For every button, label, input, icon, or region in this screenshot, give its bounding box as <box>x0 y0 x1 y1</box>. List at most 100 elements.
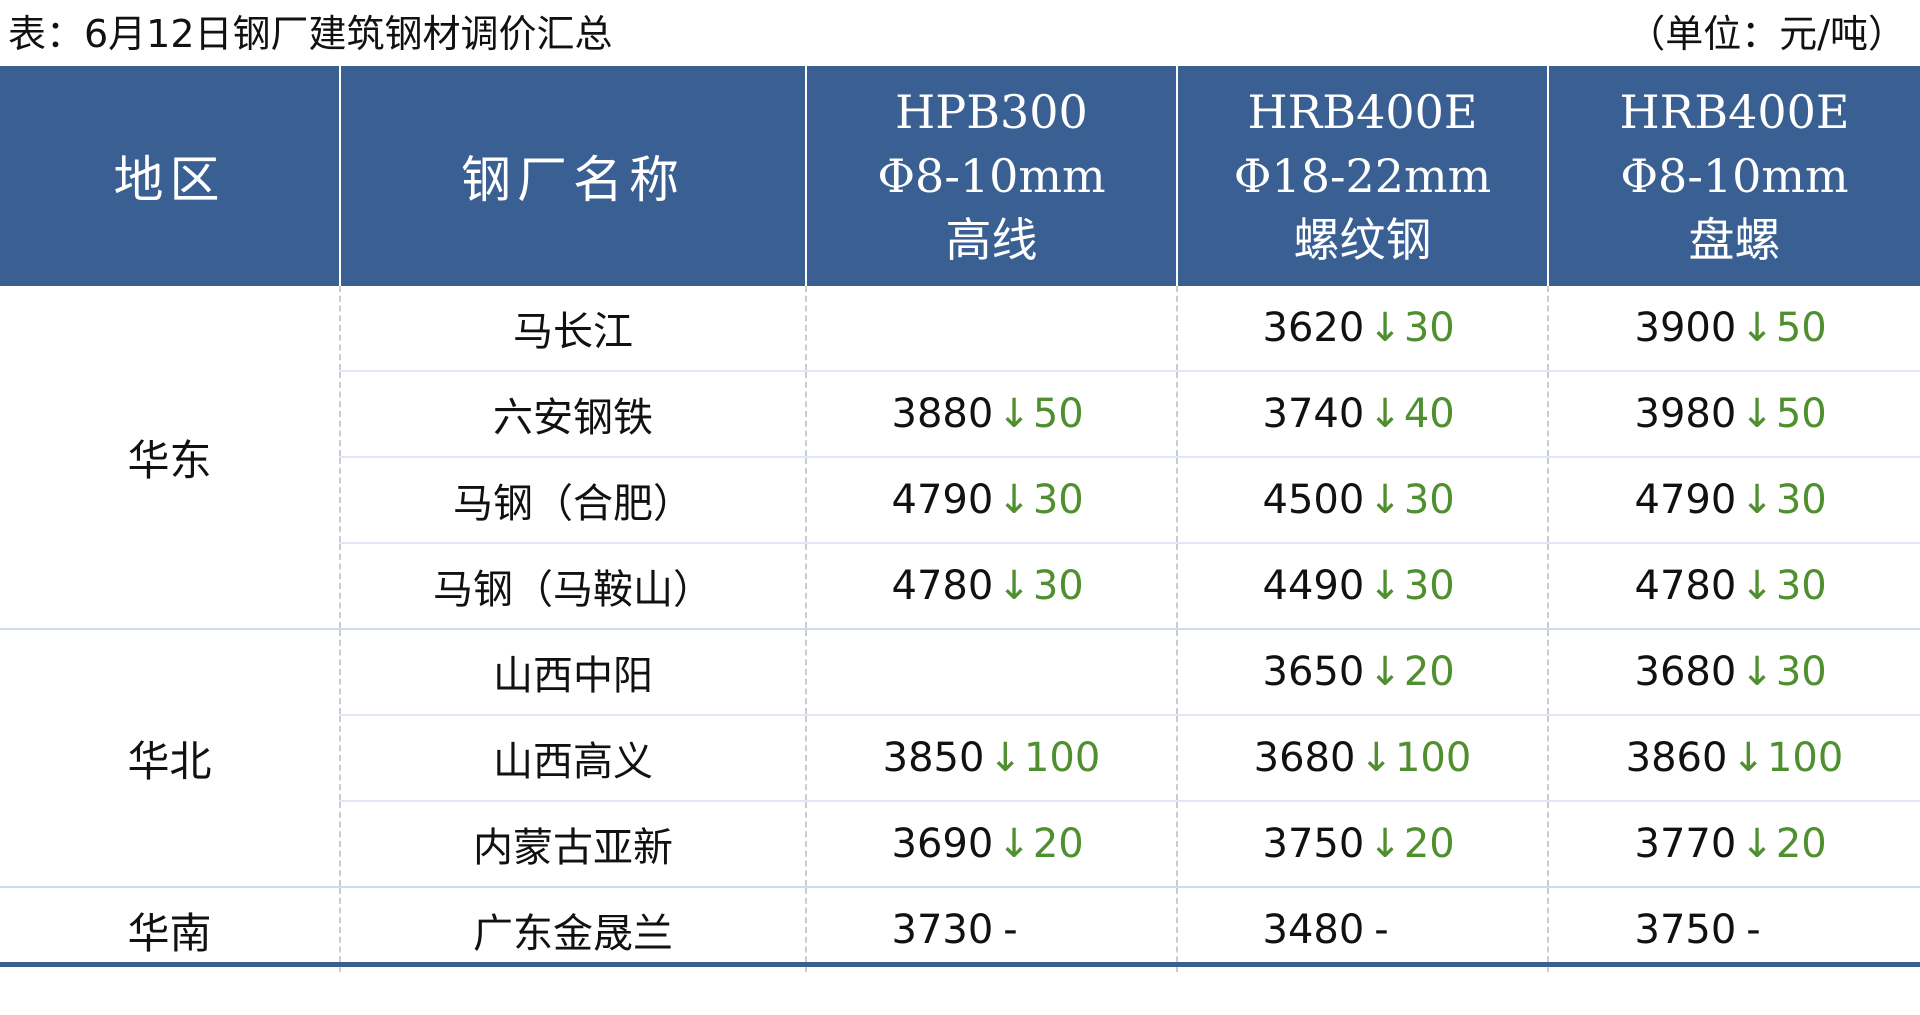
header-spec: Φ8-10mm <box>1620 149 1849 203</box>
table-title: 表：6月12日钢厂建筑钢材调价汇总 <box>8 12 613 56</box>
price-entry: 4780 ↓30 <box>1635 563 1835 609</box>
price-entry: 3690 ↓20 <box>892 821 1092 867</box>
down-arrow-icon: ↓ <box>1368 477 1402 523</box>
header-grade: HRB400E <box>1619 85 1850 139</box>
header-product-coil-rebar: HRB400E Φ8-10mm 盘螺 <box>1547 66 1920 286</box>
table-row: 山西高义 3850 ↓100 3680 ↓100 3860 ↓100 <box>0 714 1920 801</box>
header-type: 盘螺 <box>1688 213 1781 267</box>
header-region: 地区 <box>0 66 340 286</box>
down-arrow-icon: ↓ <box>997 821 1031 867</box>
region-cell: 华东 <box>127 435 212 485</box>
price-value: 4780 <box>1634 563 1737 609</box>
region-cell: 华南 <box>0 886 340 972</box>
price-value: 3740 <box>1262 391 1365 437</box>
price-cell: 3850 ↓100 <box>805 714 1177 801</box>
price-entry: 3680 ↓30 <box>1635 649 1835 695</box>
down-arrow-icon: ↓ <box>997 391 1031 437</box>
header-product-rebar: HRB400E Φ18-22mm 螺纹钢 <box>1176 66 1548 286</box>
region-cell: 华北 <box>0 628 340 887</box>
no-change-mark: - <box>1003 907 1018 953</box>
table-row: 内蒙古亚新 3690 ↓20 3750 ↓20 3770 ↓20 <box>0 800 1920 887</box>
mill-name-cell: 马长江 <box>339 286 806 371</box>
table-header-row: 地区 钢厂名称 HPB300 Φ8-10mm 高线 HRB400E Φ18-22… <box>0 66 1920 286</box>
price-entry: 3750 ↓20 <box>1263 821 1463 867</box>
header-grade: HRB400E <box>1247 85 1478 139</box>
price-change-value: 30 <box>1403 477 1455 523</box>
price-value: 4790 <box>891 477 994 523</box>
price-cell: 4500 ↓30 <box>1176 456 1548 543</box>
mill-name-cell: 内蒙古亚新 <box>339 800 806 887</box>
price-change-value: 30 <box>1775 563 1827 609</box>
price-value: 3680 <box>1253 735 1356 781</box>
price-change-value: 50 <box>1775 305 1827 351</box>
price-value: 3750 <box>1634 907 1737 953</box>
price-value: 3980 <box>1634 391 1737 437</box>
down-arrow-icon: ↓ <box>1740 477 1774 523</box>
mill-name-cell: 山西高义 <box>339 714 806 801</box>
price-change-value: 20 <box>1403 821 1455 867</box>
header-spec: Φ8-10mm <box>877 149 1106 203</box>
price-value: 4780 <box>891 563 994 609</box>
table-row: 华东 马长江 3620 ↓30 3900 ↓50 <box>0 286 1920 485</box>
price-entry: 3860 ↓100 <box>1626 735 1844 781</box>
price-entry: 4500 ↓30 <box>1263 477 1463 523</box>
price-change-value: 30 <box>1032 563 1084 609</box>
price-change-value: 30 <box>1032 477 1084 523</box>
no-change-mark: - <box>1374 907 1389 953</box>
price-entry: 3980 ↓50 <box>1635 391 1835 437</box>
mill-name-cell: 山西中阳 <box>339 628 806 715</box>
table-bottom-rule <box>0 962 1920 967</box>
price-value: 3850 <box>882 735 985 781</box>
price-entry: 3880 ↓50 <box>892 391 1092 437</box>
price-value: 3680 <box>1634 649 1737 695</box>
price-change-value: 40 <box>1403 391 1455 437</box>
price-cell: 3770 ↓20 <box>1547 800 1920 887</box>
down-arrow-icon: ↓ <box>1740 821 1774 867</box>
price-entry: 4790 ↓30 <box>892 477 1092 523</box>
down-arrow-icon: ↓ <box>1368 305 1402 351</box>
down-arrow-icon: ↓ <box>1731 735 1765 781</box>
price-cell: 4790 ↓30 <box>805 456 1177 543</box>
header-mill: 钢厂名称 <box>339 66 806 286</box>
price-entry: 3620 ↓30 <box>1263 305 1463 351</box>
price-value: 3900 <box>1634 305 1737 351</box>
table-row: 华北 山西中阳 3650 ↓20 3680 ↓30 <box>0 628 1920 887</box>
price-change-value: 30 <box>1775 649 1827 695</box>
price-value: 4490 <box>1262 563 1365 609</box>
price-change-value: 100 <box>1023 735 1101 781</box>
price-value: 3860 <box>1625 735 1728 781</box>
price-cell: 3730- <box>805 886 1177 972</box>
price-change-value: 100 <box>1766 735 1844 781</box>
price-cell: 3750- <box>1547 886 1920 972</box>
price-entry: 3740 ↓40 <box>1263 391 1463 437</box>
down-arrow-icon: ↓ <box>988 735 1022 781</box>
table-row: 马钢（合肥） 4790 ↓30 4500 ↓30 4790 ↓30 <box>0 456 1920 543</box>
price-value: 4790 <box>1634 477 1737 523</box>
price-value: 3770 <box>1634 821 1737 867</box>
price-value: 3880 <box>891 391 994 437</box>
header-spec: Φ18-22mm <box>1233 149 1492 203</box>
price-cell: 3900 ↓50 <box>1547 286 1920 371</box>
price-value: 3690 <box>891 821 994 867</box>
price-change-value: 100 <box>1394 735 1472 781</box>
header-type: 螺纹钢 <box>1293 213 1432 267</box>
price-entry: 3480- <box>1263 907 1463 953</box>
price-change-value: 30 <box>1403 563 1455 609</box>
price-entry: 4790 ↓30 <box>1635 477 1835 523</box>
no-change-mark: - <box>1746 907 1761 953</box>
down-arrow-icon: ↓ <box>1368 391 1402 437</box>
down-arrow-icon: ↓ <box>997 477 1031 523</box>
price-entry: 3680 ↓100 <box>1254 735 1472 781</box>
price-cell: 3740 ↓40 <box>1176 370 1548 457</box>
mill-name-cell: 马钢（合肥） <box>339 456 806 543</box>
price-value: 3650 <box>1262 649 1365 695</box>
price-entry: 4780 ↓30 <box>892 563 1092 609</box>
price-cell: 3620 ↓30 <box>1176 286 1548 371</box>
price-entry: 3900 ↓50 <box>1635 305 1835 351</box>
down-arrow-icon: ↓ <box>1740 649 1774 695</box>
price-cell <box>805 628 1177 715</box>
price-change-value: 20 <box>1403 649 1455 695</box>
price-cell: 4490 ↓30 <box>1176 542 1548 629</box>
mill-name-cell: 六安钢铁 <box>339 370 806 457</box>
price-value: 3750 <box>1262 821 1365 867</box>
